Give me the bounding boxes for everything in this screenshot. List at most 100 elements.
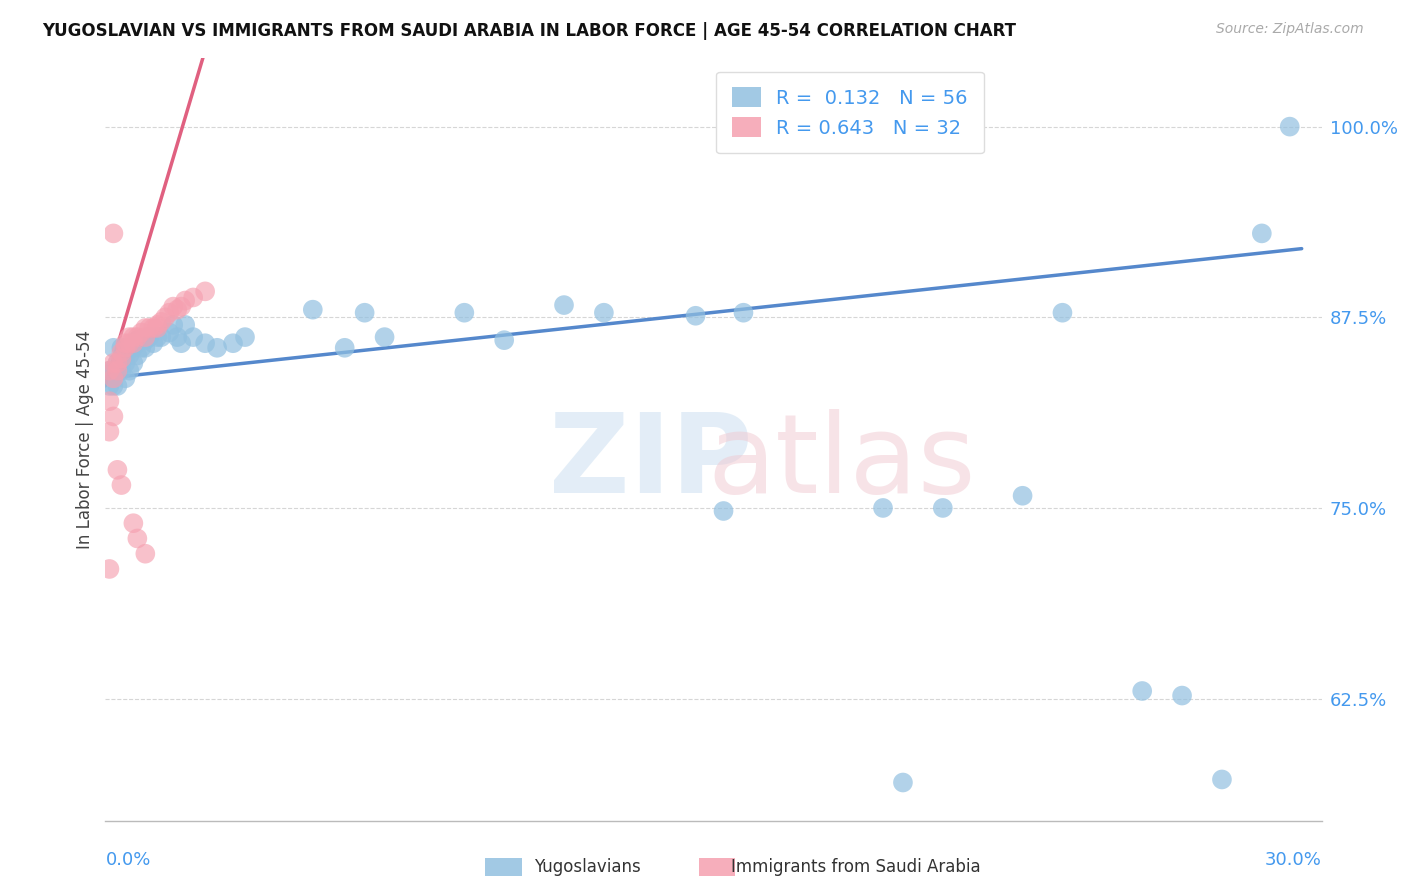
Point xyxy=(131,341,153,355)
Point xyxy=(1171,689,1194,703)
Point xyxy=(1130,684,1153,698)
Point xyxy=(127,330,149,344)
Point xyxy=(353,306,375,320)
Point xyxy=(134,321,156,335)
Point xyxy=(127,348,149,362)
Point xyxy=(107,463,129,477)
Point xyxy=(1250,227,1272,241)
Point xyxy=(98,364,121,378)
Point xyxy=(107,364,129,378)
Point xyxy=(127,532,149,546)
Point xyxy=(138,330,160,344)
Point xyxy=(146,321,169,335)
Point xyxy=(1211,772,1233,787)
Point xyxy=(110,341,132,355)
Point xyxy=(157,326,180,340)
Point xyxy=(146,318,169,332)
Point xyxy=(872,500,894,515)
Point xyxy=(142,321,165,335)
Point xyxy=(110,478,132,492)
Point xyxy=(233,330,256,344)
Point xyxy=(170,336,193,351)
Point xyxy=(118,364,141,378)
Text: atlas: atlas xyxy=(707,409,976,516)
Point xyxy=(103,379,125,393)
Point xyxy=(932,500,955,515)
Point xyxy=(122,336,145,351)
Point xyxy=(110,351,132,366)
Point xyxy=(98,379,121,393)
Point xyxy=(155,310,177,325)
Point xyxy=(110,345,132,359)
Point xyxy=(162,300,184,314)
Point xyxy=(127,333,149,347)
Point xyxy=(103,371,125,385)
Point xyxy=(98,562,121,576)
Point xyxy=(114,336,136,351)
Point xyxy=(107,356,129,370)
Point xyxy=(194,336,217,351)
Point xyxy=(110,364,132,378)
Point xyxy=(891,775,914,789)
Point xyxy=(122,516,145,531)
Point xyxy=(122,330,145,344)
Point xyxy=(174,318,197,332)
Point xyxy=(157,306,180,320)
Legend: R =  0.132   N = 56, R = 0.643   N = 32: R = 0.132 N = 56, R = 0.643 N = 32 xyxy=(716,71,984,153)
Point xyxy=(134,333,156,347)
Point xyxy=(1278,120,1301,134)
Point xyxy=(181,330,204,344)
Point xyxy=(122,341,145,355)
Point xyxy=(107,356,129,370)
Point xyxy=(98,425,121,439)
Point xyxy=(166,302,188,317)
Point xyxy=(453,306,475,320)
Text: Immigrants from Saudi Arabia: Immigrants from Saudi Arabia xyxy=(731,858,981,876)
Text: 30.0%: 30.0% xyxy=(1265,851,1322,869)
Point xyxy=(134,547,156,561)
Point xyxy=(114,348,136,362)
Text: YUGOSLAVIAN VS IMMIGRANTS FROM SAUDI ARABIA IN LABOR FORCE | AGE 45-54 CORRELATI: YUGOSLAVIAN VS IMMIGRANTS FROM SAUDI ARA… xyxy=(42,22,1017,40)
Point xyxy=(374,330,396,344)
Point xyxy=(118,336,141,351)
Point xyxy=(110,356,132,370)
Point xyxy=(118,330,141,344)
Point xyxy=(150,330,173,344)
Point xyxy=(150,315,173,329)
Point xyxy=(333,341,356,355)
Point xyxy=(134,330,156,344)
Point xyxy=(685,309,707,323)
Point xyxy=(114,371,136,385)
Point xyxy=(494,333,516,347)
Point xyxy=(103,409,125,424)
Point xyxy=(162,318,184,332)
Point xyxy=(170,300,193,314)
Point xyxy=(142,336,165,351)
Text: Source: ZipAtlas.com: Source: ZipAtlas.com xyxy=(1216,22,1364,37)
Point xyxy=(174,293,197,308)
Point xyxy=(107,379,129,393)
Text: ZIP: ZIP xyxy=(550,409,752,516)
Point xyxy=(122,356,145,370)
Point xyxy=(103,227,125,241)
Point xyxy=(1052,306,1074,320)
Point xyxy=(222,336,245,351)
Point xyxy=(98,394,121,409)
Point xyxy=(166,330,188,344)
Text: 0.0%: 0.0% xyxy=(105,851,150,869)
Point xyxy=(553,298,575,312)
Point xyxy=(103,356,125,370)
Point xyxy=(134,341,156,355)
Point xyxy=(138,321,160,335)
Point xyxy=(114,341,136,355)
Point xyxy=(146,330,169,344)
Point xyxy=(713,504,735,518)
Point xyxy=(103,364,125,378)
Point xyxy=(118,348,141,362)
Point xyxy=(194,285,217,299)
Point xyxy=(301,302,323,317)
Point xyxy=(205,341,228,355)
Point xyxy=(131,333,153,347)
Point xyxy=(181,290,204,304)
Y-axis label: In Labor Force | Age 45-54: In Labor Force | Age 45-54 xyxy=(76,330,94,549)
